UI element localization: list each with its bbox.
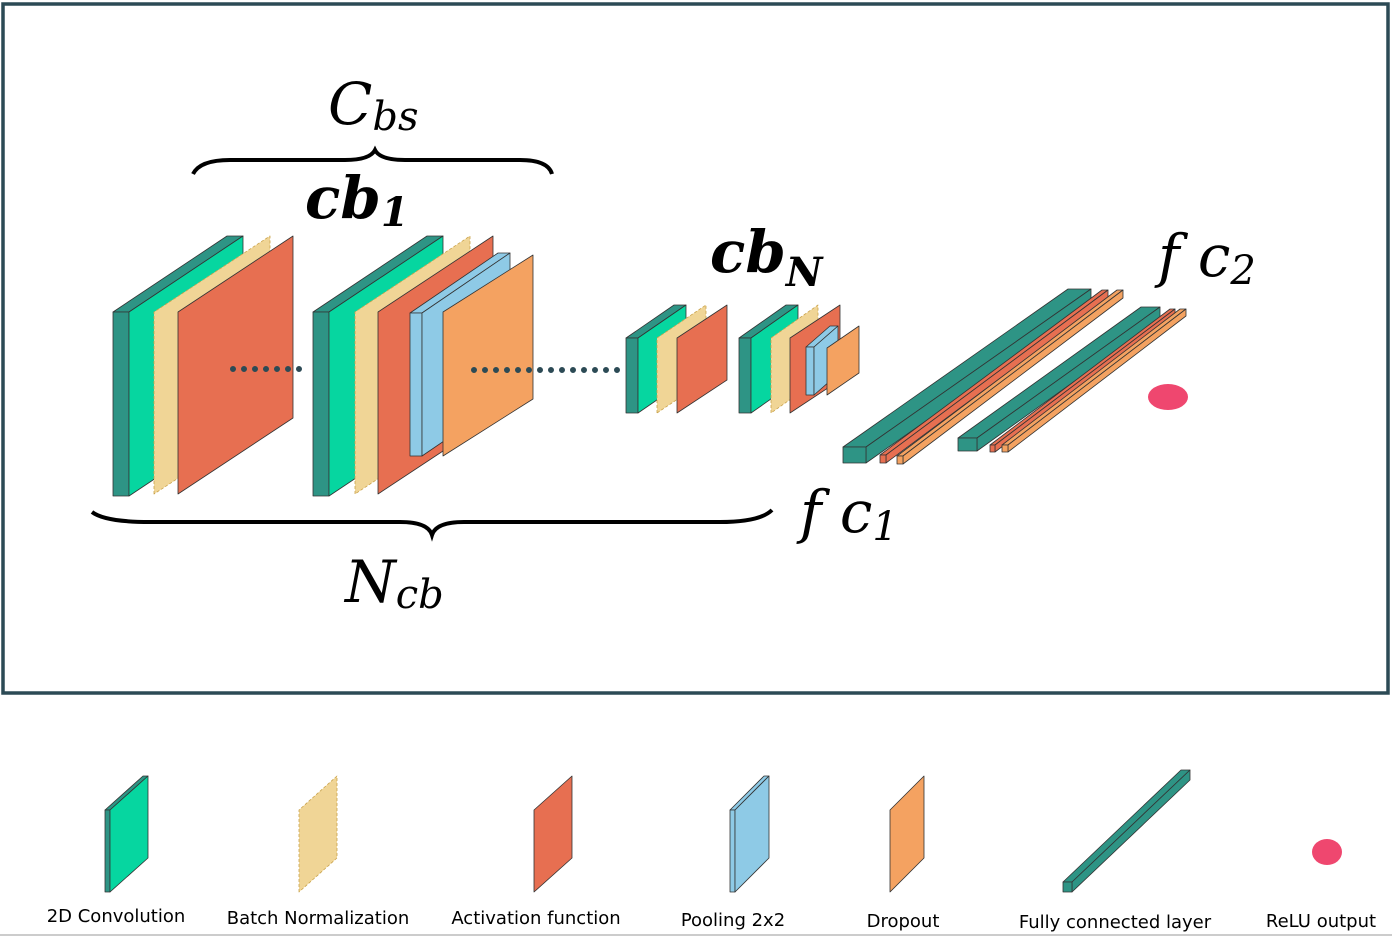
label-cb1: cb1	[305, 164, 409, 236]
fc-bar-front	[842, 446, 867, 464]
legend: 2D Convolution Batch Normalization Activat…	[47, 769, 1376, 933]
label-sub: bs	[372, 94, 418, 140]
label-main: cb	[710, 218, 786, 286]
fc-dropout-front	[1001, 444, 1009, 453]
label-ncb: Ncb	[343, 548, 444, 618]
activation	[676, 304, 728, 414]
legend-conv-front	[104, 809, 111, 893]
legend-batch-norm	[298, 775, 338, 893]
pooling-front	[805, 346, 815, 396]
conv-front	[625, 337, 639, 414]
label-main: N	[343, 548, 398, 616]
conv-front	[112, 311, 130, 497]
legend-pooling	[734, 775, 770, 893]
legend-label: Batch Normalization	[227, 908, 410, 929]
activation	[177, 235, 294, 495]
layers	[112, 235, 1187, 497]
legend-label: Dropout	[867, 911, 940, 932]
brace-top	[191, 145, 554, 176]
dropout	[442, 254, 534, 457]
legend-relu	[1312, 839, 1342, 865]
fc-activation-front	[879, 454, 887, 464]
legend-label: Activation function	[451, 908, 620, 929]
label-fc2: f c2	[1154, 222, 1256, 294]
legend-activation	[533, 775, 573, 893]
fc-bar-front	[957, 437, 978, 452]
label-cbs: Cbs	[328, 70, 419, 140]
relu-output	[1148, 384, 1188, 410]
label-main: f c	[796, 478, 872, 546]
label-fc1: f c1	[796, 478, 898, 550]
label-cbn: cbN	[710, 218, 824, 296]
legend-fc-front	[1062, 881, 1073, 893]
legend-label: Fully connected layer	[1019, 912, 1212, 933]
label-sub: 1	[872, 504, 897, 550]
legend-label: Pooling 2x2	[681, 910, 785, 931]
legend-label: ReLU output	[1266, 911, 1376, 932]
conv-front	[738, 337, 752, 414]
legend-label: 2D Convolution	[47, 906, 186, 927]
brace-bottom	[90, 508, 774, 542]
conv-front	[312, 311, 330, 497]
dropout	[826, 325, 860, 396]
legend-conv	[109, 775, 149, 893]
label-main: cb	[305, 164, 381, 232]
label-main: C	[328, 70, 372, 138]
label-main: f c	[1154, 222, 1230, 290]
frame	[1, 2, 1390, 695]
legend-dropout	[889, 775, 925, 893]
label-sub: 1	[381, 189, 409, 236]
fc-activation-front	[989, 444, 996, 453]
pooling-front	[409, 312, 423, 457]
fc-dropout-front	[896, 455, 904, 465]
label-sub: cb	[396, 572, 444, 618]
label-sub: 2	[1229, 248, 1255, 294]
label-sub: N	[784, 249, 824, 296]
legend-pooling-front	[729, 809, 736, 893]
